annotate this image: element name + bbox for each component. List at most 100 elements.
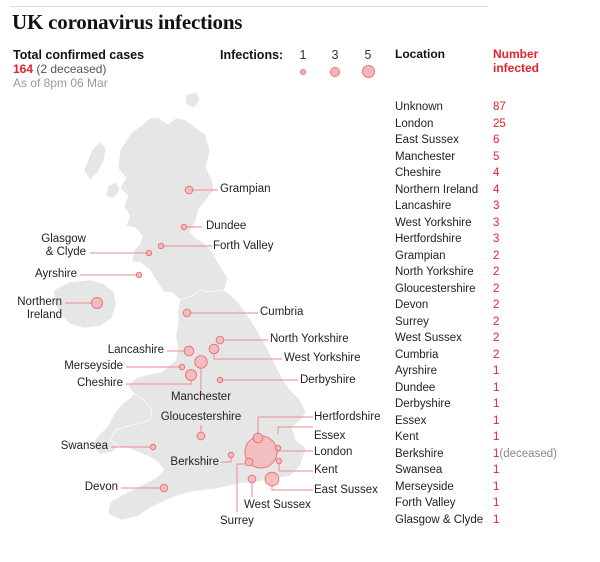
map-label-grampian: Grampian xyxy=(220,183,271,195)
row-count-value: 2 xyxy=(493,249,500,262)
map-label-gloucestershire: Gloucestershire xyxy=(160,411,242,423)
row-count: 1 xyxy=(493,462,499,479)
summary-header: Total confirmed cases xyxy=(13,48,145,62)
land-isles xyxy=(83,141,107,181)
row-count: 1 xyxy=(493,495,499,512)
bubble-north-yorkshire xyxy=(215,335,225,345)
bubble-forth-valley xyxy=(157,242,165,250)
row-note: (deceased) xyxy=(499,447,557,460)
row-count-value: 1 xyxy=(493,398,500,410)
land-scotland xyxy=(117,117,229,301)
row-location: Grampian xyxy=(395,249,446,262)
row-location: Berkshire xyxy=(395,447,444,460)
row-count: 1 xyxy=(493,363,499,380)
map-label-devon: Devon xyxy=(84,481,118,493)
map-label-berkshire: Berkshire xyxy=(170,456,219,468)
map-label-kent: Kent xyxy=(314,464,338,476)
row-count: 3 xyxy=(493,215,499,232)
map-label-north-yorkshire: North Yorkshire xyxy=(270,333,349,345)
map-label-cumbria: Cumbria xyxy=(260,306,304,318)
legend-value-5: 5 xyxy=(364,48,372,62)
row-count-value: 6 xyxy=(493,134,500,146)
bubble-surrey xyxy=(244,457,254,467)
row-count-value: 3 xyxy=(493,200,500,212)
row-count-value: 2 xyxy=(493,315,500,328)
land-orkney xyxy=(185,91,201,109)
row-count: 4 xyxy=(493,165,499,182)
total-cases: 164 xyxy=(13,62,34,76)
row-count: 2 xyxy=(493,330,499,347)
top-rule xyxy=(10,6,488,7)
leader-lines xyxy=(65,189,313,512)
legend-bubble-small-icon xyxy=(300,69,306,75)
legend-bubble-large-icon xyxy=(362,65,375,78)
bubble-derbyshire xyxy=(216,376,224,384)
row-count: 1 xyxy=(493,413,499,430)
row-count-value: 1 xyxy=(493,447,500,460)
deceased-note: (2 deceased) xyxy=(33,62,107,76)
row-location: Lancashire xyxy=(395,200,452,212)
uk-map-svg xyxy=(53,91,313,521)
row-location: Derbyshire xyxy=(395,398,451,410)
legend-value-1: 1 xyxy=(299,48,307,62)
map-label-east-sussex: East Sussex xyxy=(314,484,378,496)
bubble-cumbria xyxy=(182,308,192,318)
row-location: London xyxy=(395,117,434,130)
map-label-cheshire: Cheshire xyxy=(76,377,123,389)
summary-block: Total confirmed cases 164 (2 deceased) A… xyxy=(13,48,144,90)
column-header-location: Location xyxy=(395,47,445,61)
row-count: 25 xyxy=(493,116,506,133)
row-count: 87 xyxy=(493,99,506,116)
column-header-number: Number infected xyxy=(493,47,540,75)
bubble-hertfordshire xyxy=(252,432,264,444)
bubble-swansea xyxy=(149,443,157,451)
row-count-value: 1 xyxy=(493,513,500,526)
map-label-merseyside: Merseyside xyxy=(64,360,123,372)
map-label-manchester: Manchester xyxy=(170,391,232,403)
row-count: 1(deceased) xyxy=(493,446,557,463)
bubble-grampian xyxy=(184,185,194,195)
row-count-value: 1 xyxy=(493,480,500,493)
legend-label: Infections: xyxy=(220,48,284,62)
row-count: 1 xyxy=(493,380,499,397)
map-label-london: London xyxy=(314,446,353,458)
row-location: Cumbria xyxy=(395,348,439,361)
row-location: Ayrshire xyxy=(395,365,437,377)
row-count: 6 xyxy=(493,132,499,149)
row-count-value: 2 xyxy=(493,266,500,278)
bubble-berkshire xyxy=(227,451,235,459)
legend-value-3: 3 xyxy=(331,48,339,62)
row-count: 2 xyxy=(493,281,499,298)
bubble-devon xyxy=(159,483,169,493)
row-location: Unknown xyxy=(395,101,443,113)
row-count-value: 2 xyxy=(493,348,500,361)
row-count-value: 1 xyxy=(493,381,500,394)
row-count: 2 xyxy=(493,347,499,364)
summary-total-line: 164 (2 deceased) xyxy=(13,62,144,76)
row-count-value: 4 xyxy=(493,183,500,196)
map-label-derbyshire: Derbyshire xyxy=(300,374,356,386)
row-count-value: 3 xyxy=(493,216,500,229)
map-label-west-sussex: West Sussex xyxy=(244,499,311,511)
bubble-kent xyxy=(275,457,283,465)
bubble-east-sussex xyxy=(264,471,280,487)
bubbles xyxy=(91,185,283,493)
map-label-glasgow-line1: Glasgow xyxy=(41,233,86,245)
row-count: 1 xyxy=(493,396,499,413)
row-count-value: 3 xyxy=(493,233,500,245)
row-count-value: 1 xyxy=(493,431,500,443)
row-count: 1 xyxy=(493,512,499,529)
row-count-value: 87 xyxy=(493,101,506,113)
row-count-value: 5 xyxy=(493,150,500,163)
map-label-ni-line1: Northern xyxy=(17,296,62,308)
row-count: 1 xyxy=(493,429,499,446)
map-label-ni-line2: Ireland xyxy=(26,309,62,321)
map-label-lancashire: Lancashire xyxy=(107,344,164,356)
row-location: Manchester xyxy=(395,150,456,163)
row-count-value: 2 xyxy=(493,282,500,295)
row-count: 2 xyxy=(493,297,499,314)
chart-title: UK coronavirus infections xyxy=(12,10,243,34)
row-count: 3 xyxy=(493,198,499,215)
row-location: Gloucestershire xyxy=(395,282,476,295)
row-count: 3 xyxy=(493,231,499,248)
